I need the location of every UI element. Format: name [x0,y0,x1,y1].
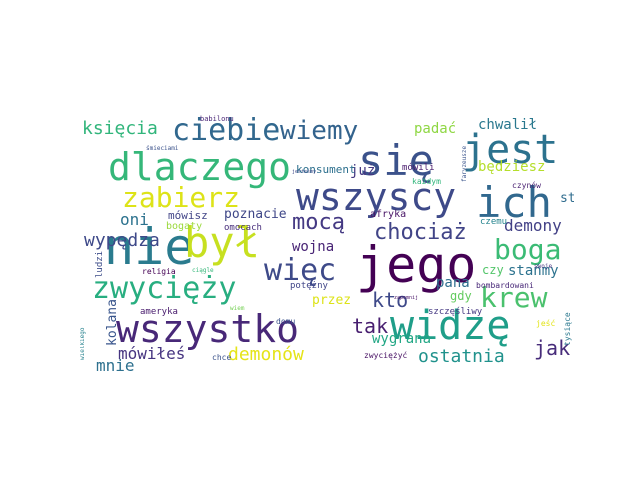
word-religia: religia [142,267,176,276]
word-tysiace: tysiące [563,312,572,346]
word-zabierz: zabierz [122,181,241,214]
word-wypedza: wypędza [84,230,160,251]
word-babilonu: babilonu [200,115,234,123]
word-konsument: konsument [296,163,356,176]
word-mowiles: mówiłeś [118,344,186,363]
word-szczesliwy: szczęśliwy [428,307,483,317]
word-demonow: demonów [228,344,304,365]
word-potezny: potężny [290,281,328,291]
word-dlaczego: dlaczego [108,145,292,189]
word-zwyciezy: zwycięży [92,271,237,306]
word-wszystko: wszystko [116,307,300,351]
word-chociaz: chociaż [374,220,467,245]
word-wiem: wiem [230,305,245,312]
word-czynow: czynów [512,181,541,190]
word-mowili: mówili [402,163,435,173]
word-sie: się [358,136,434,185]
word-padac: padać [414,121,457,137]
word-chce: chce [212,353,232,362]
word-cloud: nie jego się jest ich był dlaczego wszys… [80,106,574,372]
word-pana: pana [436,275,470,291]
word-demony: demony [504,216,562,235]
word-byl: był [184,218,260,267]
word-moca: mocą [292,210,345,235]
word-mowisz: mówisz [168,209,208,222]
word-przez: przez [312,293,352,308]
word-domu: domu [276,317,296,326]
word-afryka: afryka [370,209,407,220]
word-jego: jego [356,236,477,294]
word-mnie: mnie [96,356,135,373]
word-wszyscy: wszyscy [296,175,457,219]
word-oni: oni [120,210,149,229]
word-ostatnia: ostatnia [418,346,505,367]
word-ciebie: ciebie [172,113,281,148]
word-tak: tak [352,314,389,338]
word-poznacie: poznacie [224,207,287,222]
word-bogaty: bogaty [166,221,203,232]
word-nie: nie [104,218,195,276]
word-kto: kto [372,288,409,312]
word-kazdym: każdym [412,177,441,186]
word-wielkiego: wielkiego [80,327,86,360]
word-omocach: omocach [224,223,262,233]
word-jesc: jeść [536,319,556,328]
word-boga: boga [494,233,562,266]
word-wiec: więc [264,253,337,288]
word-jestesmy: jesteśmy [292,169,317,175]
word-wygrana: wygrana [372,331,432,347]
word-widze: widzę [390,303,511,349]
word-swoje: swoje [534,263,553,270]
word-bombardowani: bombardowani [476,281,534,290]
word-wiemy: wiemy [280,116,359,146]
word-krew: krew [480,281,548,314]
word-bedziesz: będziesz [478,159,546,175]
word-jest: jest [462,127,559,173]
word-czemu: czemu [480,217,508,227]
word-smieciami: śmieciami [146,145,179,152]
word-faryzeusze: faryzeusze [461,145,468,182]
word-ameryka: ameryka [140,307,178,317]
word-juz: już [350,163,376,179]
word-czy: czy [482,263,504,277]
word-kolana: kolana [105,299,120,346]
word-jak: jak [534,336,571,360]
word-wojna: wojna [292,239,335,255]
word-chwalil: chwalił [478,117,538,133]
word-ciagle: ciągle [192,267,214,274]
word-gdy: gdy [450,289,472,303]
word-stracil: stracił [560,191,574,206]
word-ludzi: ludzi [95,250,105,278]
word-stanmy: stańmy [508,263,559,279]
word-zapomnij: zapomnij [394,295,419,301]
word-ksiecia: księcia [82,118,158,139]
word-ich: ich [476,178,552,227]
word-zwyciezyc: zwyciężyć [364,351,408,360]
